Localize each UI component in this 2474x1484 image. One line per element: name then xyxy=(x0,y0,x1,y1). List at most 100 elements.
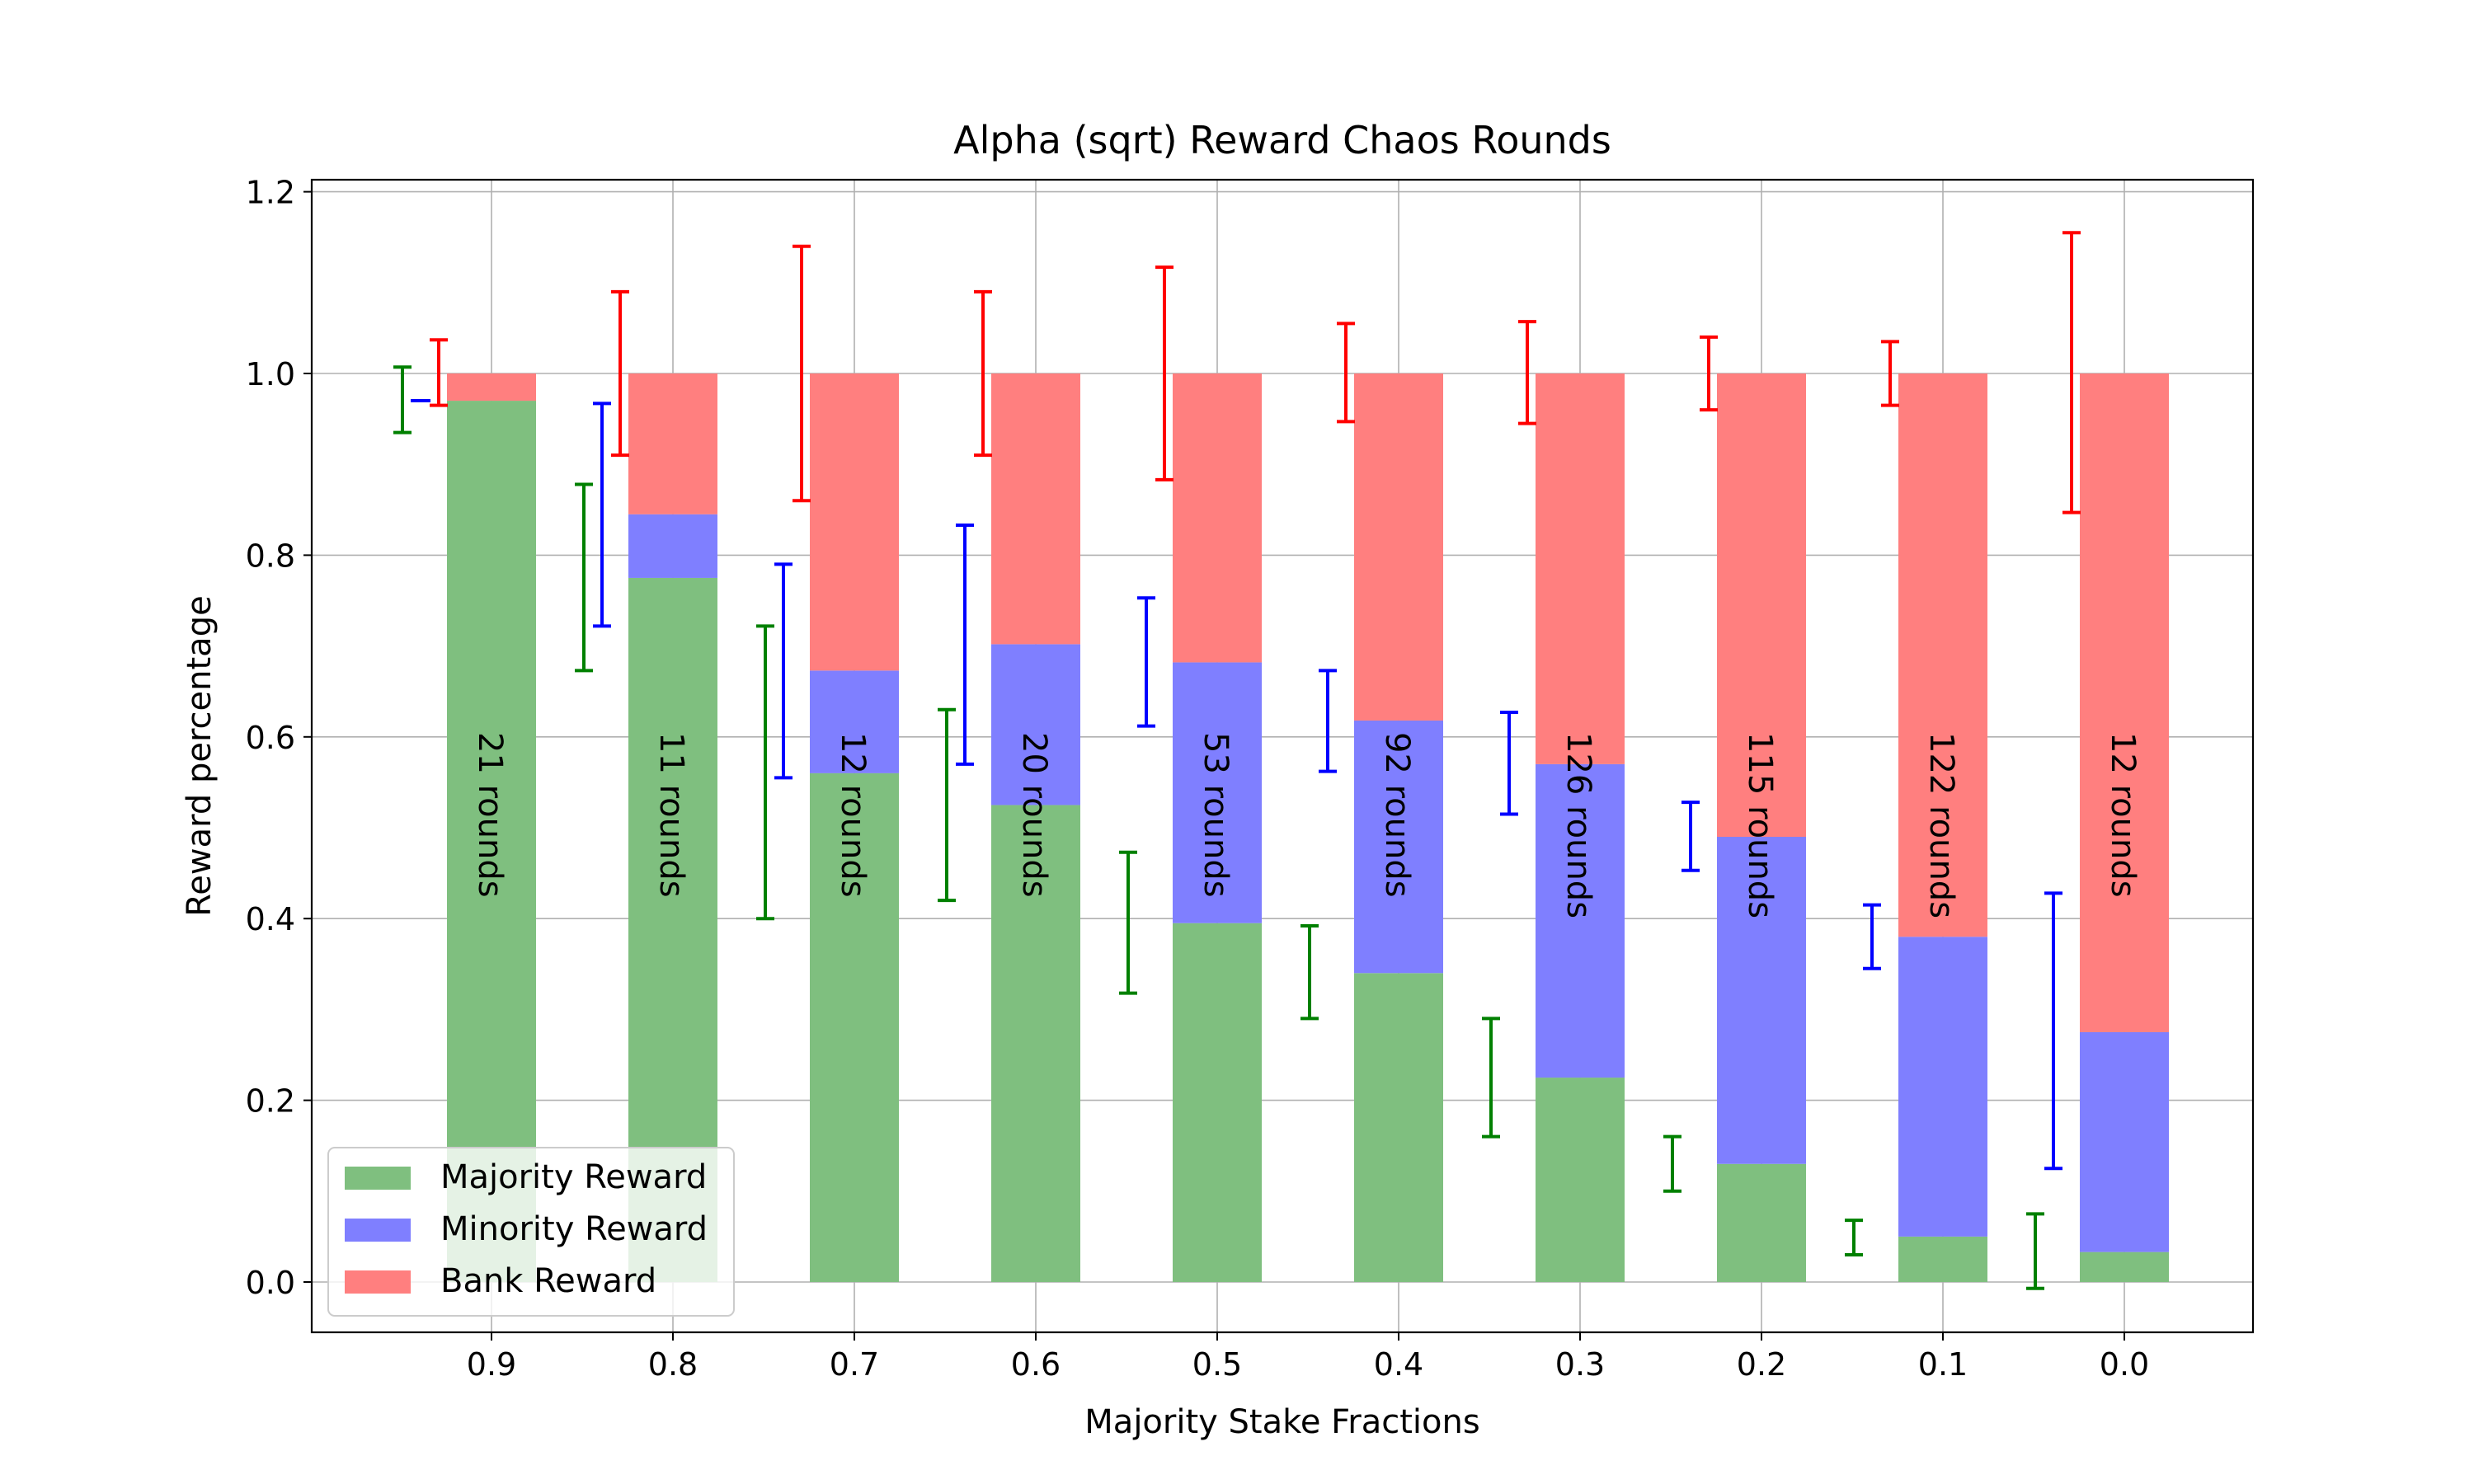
x-tick-label: 0.2 xyxy=(1737,1346,1786,1383)
minority-errorbar xyxy=(1863,903,1881,970)
bar-rounds-label: 21 rounds xyxy=(471,732,509,898)
x-tick-label: 0.7 xyxy=(830,1346,879,1383)
y-tick-label: 0.2 xyxy=(246,1083,295,1120)
bar-rounds-label: 122 rounds xyxy=(1922,732,1960,918)
bank-errorbar xyxy=(974,289,992,458)
majority-errorbar xyxy=(393,365,412,434)
bank-bar xyxy=(2080,373,2169,1032)
bar-rounds-label: 53 rounds xyxy=(1197,732,1235,898)
majority-bar xyxy=(2080,1252,2169,1282)
minority-bar xyxy=(810,670,899,773)
x-tick-label: 0.4 xyxy=(1374,1346,1423,1383)
bank-bar xyxy=(1717,373,1806,838)
legend: Majority Reward Minority Reward Bank Rew… xyxy=(327,1147,735,1317)
bar-rounds-label: 12 rounds xyxy=(2104,732,2142,898)
legend-swatch-minority xyxy=(345,1219,411,1242)
minority-errorbar xyxy=(1681,801,1700,872)
minority-errorbar xyxy=(2044,891,2062,1171)
majority-errorbar xyxy=(575,482,593,673)
minority-errorbar xyxy=(1500,711,1518,816)
x-tick-label: 0.1 xyxy=(1918,1346,1968,1383)
majority-errorbar xyxy=(1482,1017,1500,1139)
x-tick-label: 0.8 xyxy=(648,1346,698,1383)
bank-errorbar xyxy=(793,244,811,503)
y-tick-label: 0.0 xyxy=(246,1265,295,1301)
bank-errorbar xyxy=(1155,265,1174,481)
y-tick-label: 1.0 xyxy=(246,356,295,392)
bar-rounds-label: 12 rounds xyxy=(834,732,872,898)
x-axis-label: Majority Stake Fractions xyxy=(1084,1403,1479,1441)
x-tick-label: 0.0 xyxy=(2100,1346,2149,1383)
majority-bar xyxy=(1173,923,1262,1282)
majority-errorbar xyxy=(1845,1219,1863,1256)
errorbar-layer xyxy=(393,231,2081,1290)
minority-bar xyxy=(1898,937,1987,1237)
bank-bar xyxy=(447,373,536,402)
x-tick-label: 0.5 xyxy=(1192,1346,1242,1383)
majority-bar xyxy=(991,805,1080,1282)
bank-bar xyxy=(991,373,1080,645)
majority-errorbar xyxy=(1663,1134,1681,1193)
minority-bar xyxy=(1717,837,1806,1164)
majority-errorbar xyxy=(2026,1212,2044,1290)
bank-errorbar xyxy=(1518,320,1536,425)
minority-errorbar xyxy=(1137,596,1155,728)
bank-bar xyxy=(1354,373,1443,721)
majority-bar xyxy=(447,401,536,1282)
minority-bar xyxy=(991,644,1080,805)
legend-swatch-majority xyxy=(345,1167,411,1190)
bank-errorbar xyxy=(430,338,448,407)
bank-errorbar xyxy=(611,289,629,458)
bar-rounds-label: 126 rounds xyxy=(1559,732,1597,918)
majority-bar xyxy=(1898,1236,1987,1282)
bar-rounds-label: 115 rounds xyxy=(1741,732,1779,918)
bank-bar xyxy=(628,373,717,514)
legend-label-majority: Majority Reward xyxy=(440,1158,707,1196)
y-axis-label: Reward percentage xyxy=(181,595,219,916)
y-tick-label: 1.2 xyxy=(246,175,295,211)
majority-errorbar xyxy=(756,624,774,921)
minority-bar xyxy=(1354,720,1443,974)
legend-swatch-bank xyxy=(345,1270,411,1294)
minority-bar xyxy=(628,514,717,578)
bank-errorbar xyxy=(2062,231,2081,514)
bank-errorbar xyxy=(1337,322,1355,424)
minority-bar xyxy=(1173,662,1262,923)
minority-errorbar xyxy=(774,562,793,780)
majority-bar xyxy=(1536,1078,1625,1282)
majority-bar xyxy=(1354,973,1443,1282)
chart-title: Alpha (sqrt) Reward Chaos Rounds xyxy=(953,118,1611,162)
minority-errorbar xyxy=(956,524,974,766)
bank-bar xyxy=(810,373,899,671)
y-tick-label: 0.6 xyxy=(246,720,295,756)
majority-bar xyxy=(810,773,899,1282)
bank-bar xyxy=(1536,373,1625,764)
x-tick-label: 0.6 xyxy=(1011,1346,1061,1383)
majority-errorbar xyxy=(1300,924,1319,1021)
bank-bar xyxy=(1173,373,1262,663)
legend-label-minority: Minority Reward xyxy=(440,1210,708,1248)
ticks-layer: 0.0 0.2 0.4 0.6 0.8 1.0 1.2 0.9 0.8 0.7 0.6 0.5 0.4 0… xyxy=(246,175,2150,1383)
minority-errorbar xyxy=(593,402,611,628)
minority-errorbar xyxy=(1319,669,1337,773)
majority-errorbar xyxy=(1119,850,1137,995)
bar-rounds-label: 20 rounds xyxy=(1015,732,1053,898)
minority-bar xyxy=(2080,1031,2169,1252)
minority-bar xyxy=(1536,763,1625,1078)
legend-label-bank: Bank Reward xyxy=(440,1262,656,1300)
bar-label-layer: 21 rounds 11 rounds 12 rounds 20 rounds 53 r… xyxy=(471,732,2142,918)
majority-errorbar xyxy=(938,707,956,903)
x-tick-label: 0.9 xyxy=(467,1346,516,1383)
bank-errorbar xyxy=(1881,340,1899,407)
y-tick-label: 0.8 xyxy=(246,538,295,574)
bar-rounds-label: 11 rounds xyxy=(652,732,690,898)
bank-bar xyxy=(1898,373,1987,937)
bank-errorbar xyxy=(1700,335,1718,412)
legend-box xyxy=(327,1147,735,1317)
majority-bar xyxy=(1717,1163,1806,1282)
bar-rounds-label: 92 rounds xyxy=(1378,732,1416,898)
x-tick-label: 0.3 xyxy=(1555,1346,1605,1383)
y-tick-label: 0.4 xyxy=(246,901,295,937)
plot-frame xyxy=(310,178,2255,1334)
